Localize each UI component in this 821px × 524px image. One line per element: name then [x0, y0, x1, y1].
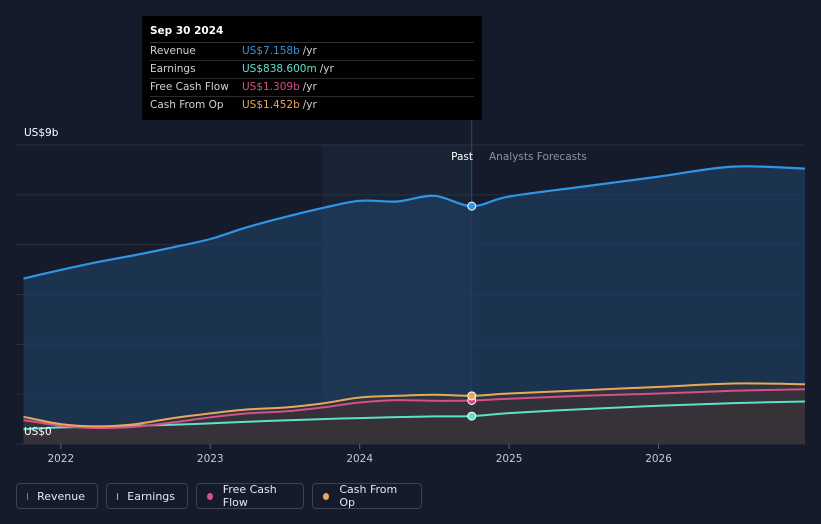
- earnings-marker: [467, 411, 477, 421]
- x-tick-label: 2024: [346, 453, 373, 465]
- tooltip-row-cash-from-op: Cash From Op US$1.452b /yr: [150, 97, 474, 114]
- tooltip-label: Earnings: [150, 63, 196, 75]
- tooltip-date: Sep 30 2024: [150, 22, 474, 43]
- forecast-label: Analysts Forecasts: [489, 151, 587, 163]
- legend-item-cash-from-op[interactable]: Cash From Op: [312, 483, 422, 509]
- cash-from-op-area: [23, 383, 805, 444]
- tooltip-row-free-cash-flow: Free Cash Flow US$1.309b /yr: [150, 79, 474, 97]
- past-label: Past: [451, 151, 473, 163]
- y-axis-top-label: US$9b: [24, 127, 59, 139]
- legend-item-earnings[interactable]: Earnings: [106, 483, 188, 509]
- x-tick-label: 2026: [645, 453, 672, 465]
- x-tick-label: 2025: [496, 453, 523, 465]
- tooltip-unit: /yr: [302, 45, 317, 57]
- legend-label: Earnings: [127, 489, 175, 503]
- legend-dot-icon: [207, 492, 213, 500]
- legend-item-revenue[interactable]: Revenue: [16, 483, 98, 509]
- series-lines: [23, 165, 806, 431]
- x-axis: 2022 2023 2024 2025 2026: [47, 444, 672, 465]
- data-tooltip: Sep 30 2024 Revenue US$7.158b /yr Earnin…: [142, 16, 482, 120]
- legend-label: Cash From Op: [339, 483, 398, 509]
- revenue-area: [23, 166, 805, 444]
- revenue-marker: [467, 201, 477, 211]
- series-areas: [23, 166, 805, 444]
- tooltip-row-earnings: Earnings US$838.600m /yr: [150, 61, 474, 79]
- x-tick-label: 2022: [47, 453, 74, 465]
- tooltip-value: US$1.309b: [242, 81, 300, 93]
- tooltip-label: Cash From Op: [150, 99, 224, 111]
- revenue-line: [23, 165, 806, 280]
- legend-label: Revenue: [37, 489, 85, 503]
- legend-dot-icon: [323, 492, 330, 500]
- chart-legend: Revenue Earnings Free Cash Flow Cash Fro…: [16, 483, 422, 509]
- tooltip-unit: /yr: [302, 81, 317, 93]
- legend-item-free-cash-flow[interactable]: Free Cash Flow: [196, 483, 304, 509]
- tooltip-label: Free Cash Flow: [150, 81, 229, 93]
- free-cash-flow-line: [23, 388, 806, 430]
- tooltip-value: US$7.158b: [242, 45, 300, 57]
- x-tick-label: 2023: [197, 453, 224, 465]
- cash-from-op-line: [23, 382, 806, 428]
- y-axis-bottom-label: US$0: [24, 426, 52, 438]
- tooltip-label: Revenue: [150, 45, 196, 57]
- legend-label: Free Cash Flow: [222, 483, 277, 509]
- tooltip-value: US$838.600m: [242, 63, 317, 75]
- tooltip-unit: /yr: [302, 99, 317, 111]
- cash-from-op-marker: [467, 391, 477, 401]
- tooltip-value: US$1.452b: [242, 99, 300, 111]
- hover-markers: [467, 201, 477, 421]
- tooltip-unit: /yr: [319, 63, 334, 75]
- tooltip-row-revenue: Revenue US$7.158b /yr: [150, 43, 474, 61]
